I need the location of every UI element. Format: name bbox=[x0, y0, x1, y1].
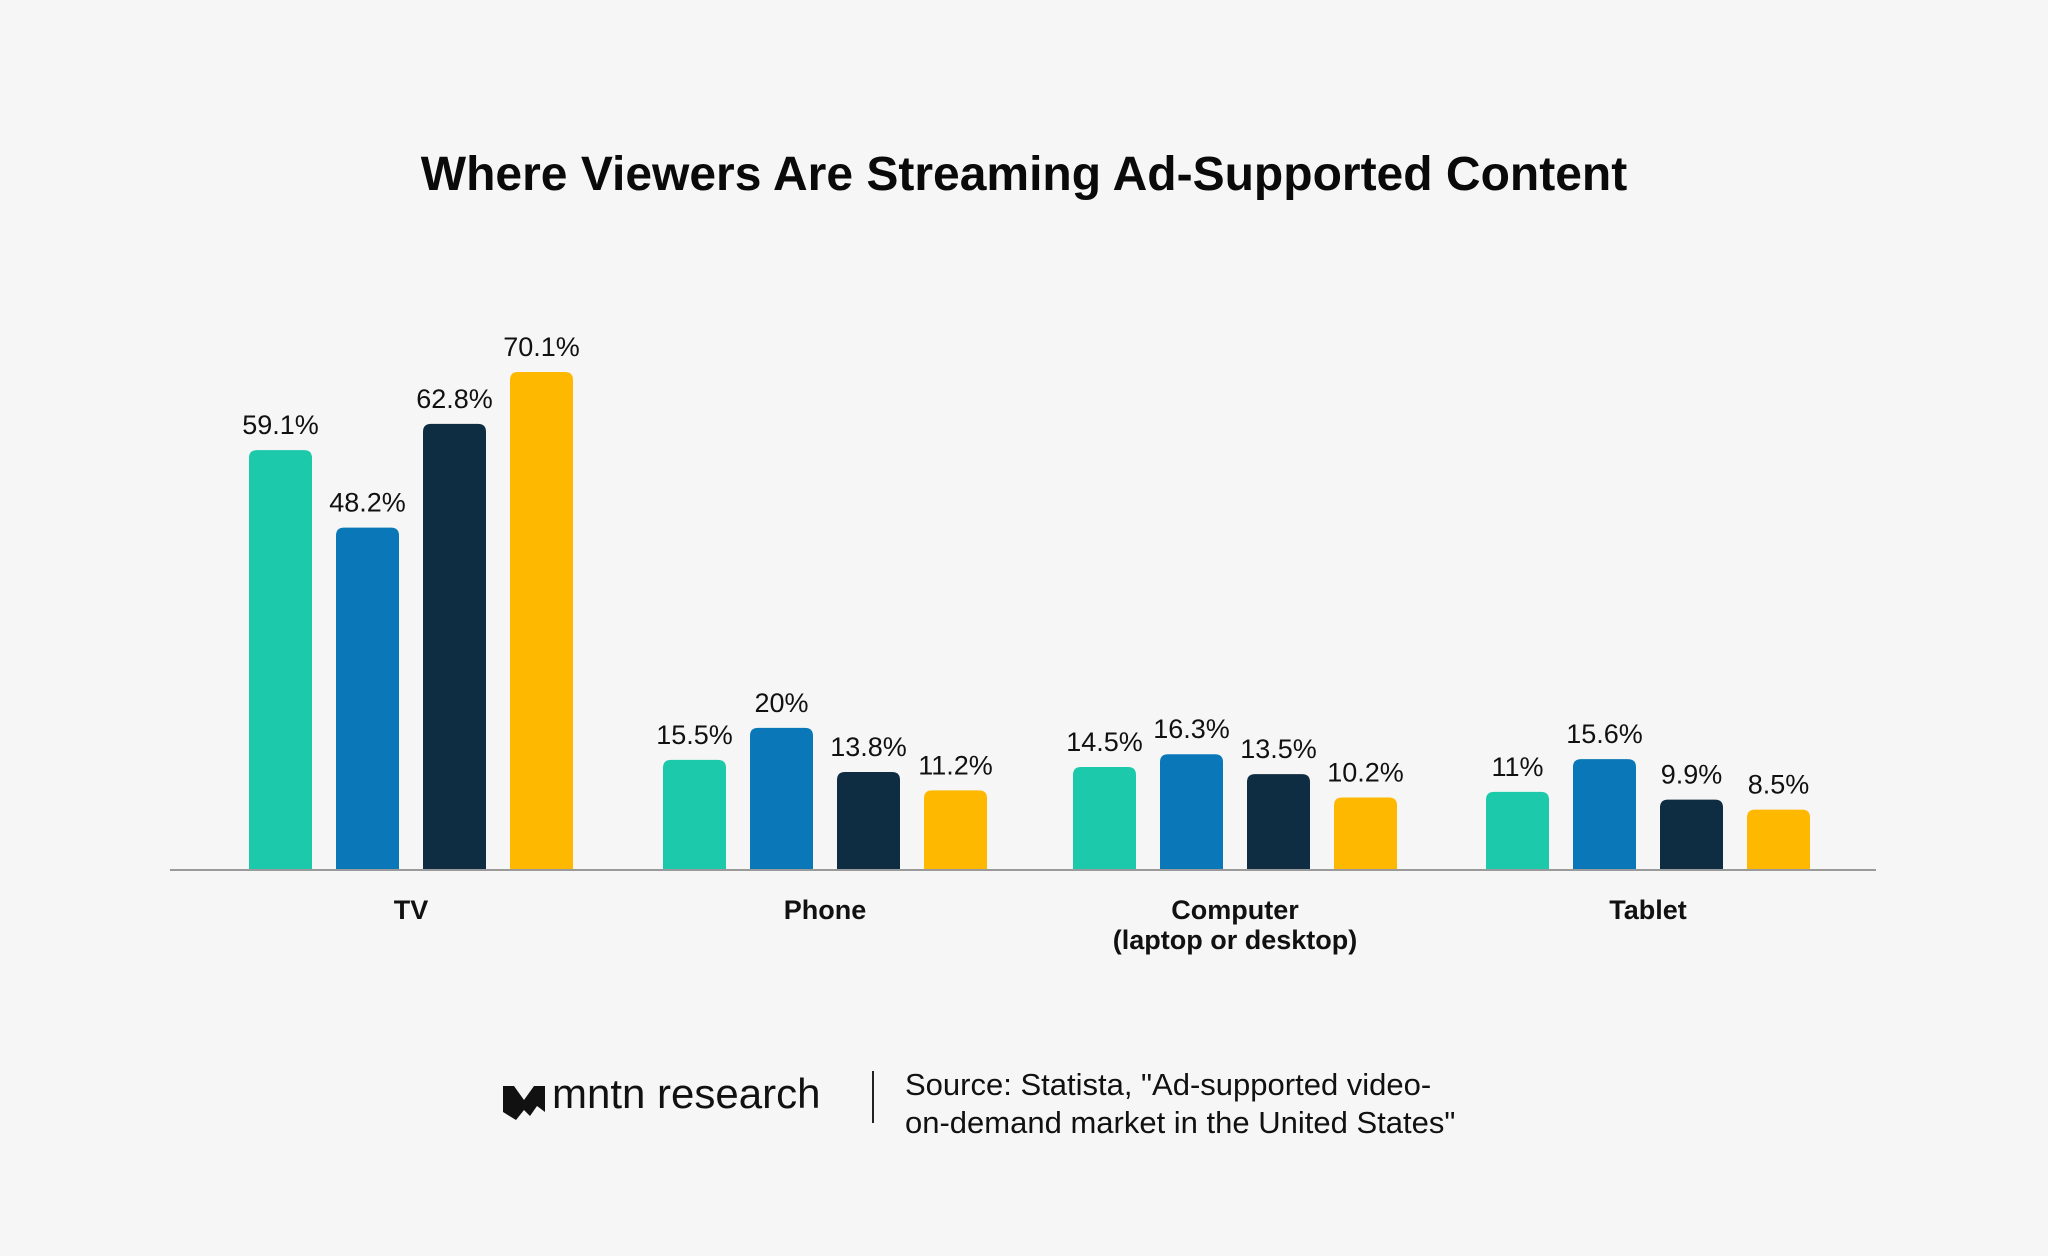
value-label: 11% bbox=[1491, 752, 1543, 782]
bar bbox=[510, 372, 573, 870]
value-label: 13.8% bbox=[830, 732, 907, 762]
source-line-2: on-demand market in the United States" bbox=[905, 1105, 1455, 1140]
category-label: (laptop or desktop) bbox=[1113, 925, 1358, 955]
category-label: Phone bbox=[784, 895, 867, 925]
value-label: 8.5% bbox=[1748, 770, 1810, 800]
value-label: 15.5% bbox=[656, 720, 733, 750]
value-label: 11.2% bbox=[918, 750, 993, 780]
value-label: 70.1% bbox=[503, 332, 580, 362]
category-labels: TV Phone Computer(laptop or desktop) Tablet bbox=[394, 895, 1687, 955]
value-label: 48.2% bbox=[329, 488, 406, 518]
bar bbox=[1334, 797, 1397, 870]
bar bbox=[423, 423, 486, 870]
bar bbox=[1747, 809, 1810, 870]
bar bbox=[1247, 774, 1310, 870]
bar bbox=[1660, 799, 1723, 870]
category-label: TV bbox=[394, 895, 429, 925]
bar bbox=[924, 790, 987, 870]
category-label: Computer bbox=[1171, 895, 1299, 925]
bar bbox=[336, 527, 399, 870]
value-label: 16.3% bbox=[1153, 714, 1230, 744]
bar bbox=[837, 771, 900, 870]
bar bbox=[1073, 766, 1136, 870]
bar bbox=[1160, 754, 1223, 870]
bar bbox=[249, 450, 312, 870]
value-label: 20% bbox=[754, 688, 808, 718]
category-label: Tablet bbox=[1609, 895, 1687, 925]
value-label: 14.5% bbox=[1066, 727, 1143, 757]
logo-text: mntn research bbox=[552, 1070, 820, 1117]
source-line-1: Source: Statista, "Ad-supported video- bbox=[905, 1067, 1431, 1102]
bar bbox=[750, 727, 813, 870]
value-label: 62.8% bbox=[416, 384, 493, 414]
value-label: 9.9% bbox=[1661, 760, 1723, 790]
bar bbox=[1486, 791, 1549, 870]
value-label: 59.1% bbox=[242, 410, 319, 440]
value-label: 13.5% bbox=[1240, 734, 1317, 764]
value-label: 15.6% bbox=[1566, 719, 1643, 749]
mntn-logo-mark-icon bbox=[503, 1086, 545, 1120]
bar bbox=[1573, 759, 1636, 870]
bar bbox=[663, 759, 726, 870]
value-label: 10.2% bbox=[1327, 758, 1404, 788]
mntn-logo: mntn research bbox=[503, 1070, 820, 1120]
bars-group: 59.1% 15.5% 14.5% 11% 48.2% 20% 16.3% 15.6% 62.8… bbox=[242, 332, 1810, 870]
chart-title: Where Viewers Are Streaming Ad-Supported… bbox=[421, 148, 1627, 201]
